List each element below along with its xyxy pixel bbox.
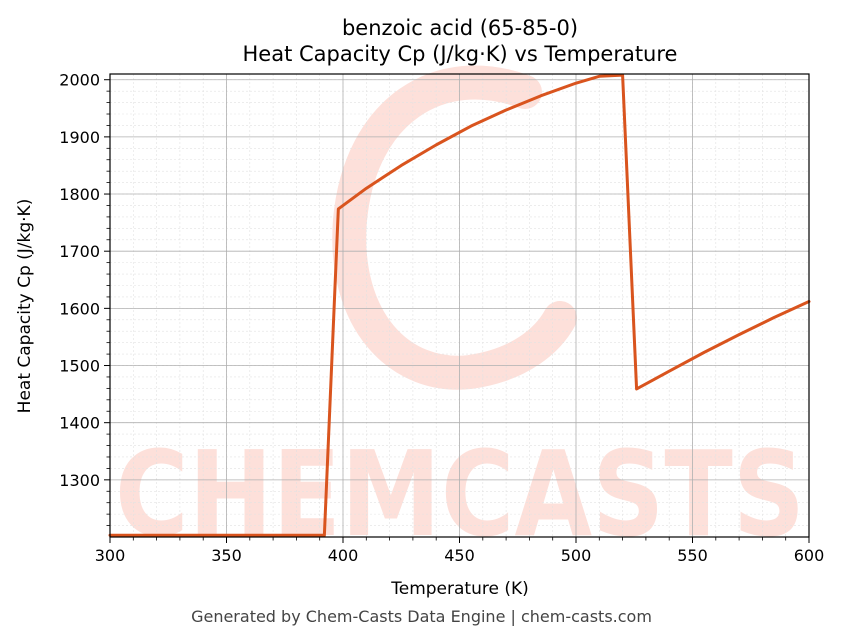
x-tick-label: 500 [561,546,592,565]
series-line-0 [108,73,811,537]
y-tick-label: 1400 [59,414,100,433]
y-tick-label: 1600 [59,299,100,318]
x-tick-label: 300 [95,546,126,565]
x-tick-label: 400 [328,546,359,565]
major-grid [109,74,810,537]
chart-subtitle: Heat Capacity Cp (J/kg·K) vs Temperature [243,42,678,66]
y-tick-label: 1500 [59,357,100,376]
y-axis-label: Heat Capacity Cp (J/kg·K) [15,199,35,414]
x-tick-label: 550 [677,546,708,565]
y-tick-label: 1900 [59,128,100,147]
y-tick-label: 1800 [59,185,100,204]
watermark-swirl [332,65,577,390]
watermark-logo: CHEMCASTS [115,65,805,563]
y-tick-label: 1300 [59,471,100,490]
x-tick-label: 350 [211,546,242,565]
x-axis-label: Temperature (K) [390,579,529,599]
y-tick-label: 2000 [59,71,100,90]
x-tick-label: 600 [794,546,825,565]
footer-credit: Generated by Chem-Casts Data Engine | ch… [191,607,652,626]
chart-title: benzoic acid (65-85-0) [342,16,578,40]
x-tick-label: 450 [444,546,475,565]
series-layer [108,73,811,537]
axis-ticks [104,79,810,543]
y-tick-label: 1700 [59,242,100,261]
tick-labels: 300 350 400 450 500 550 600 1300 1400 1500 1600 170… [59,71,824,565]
